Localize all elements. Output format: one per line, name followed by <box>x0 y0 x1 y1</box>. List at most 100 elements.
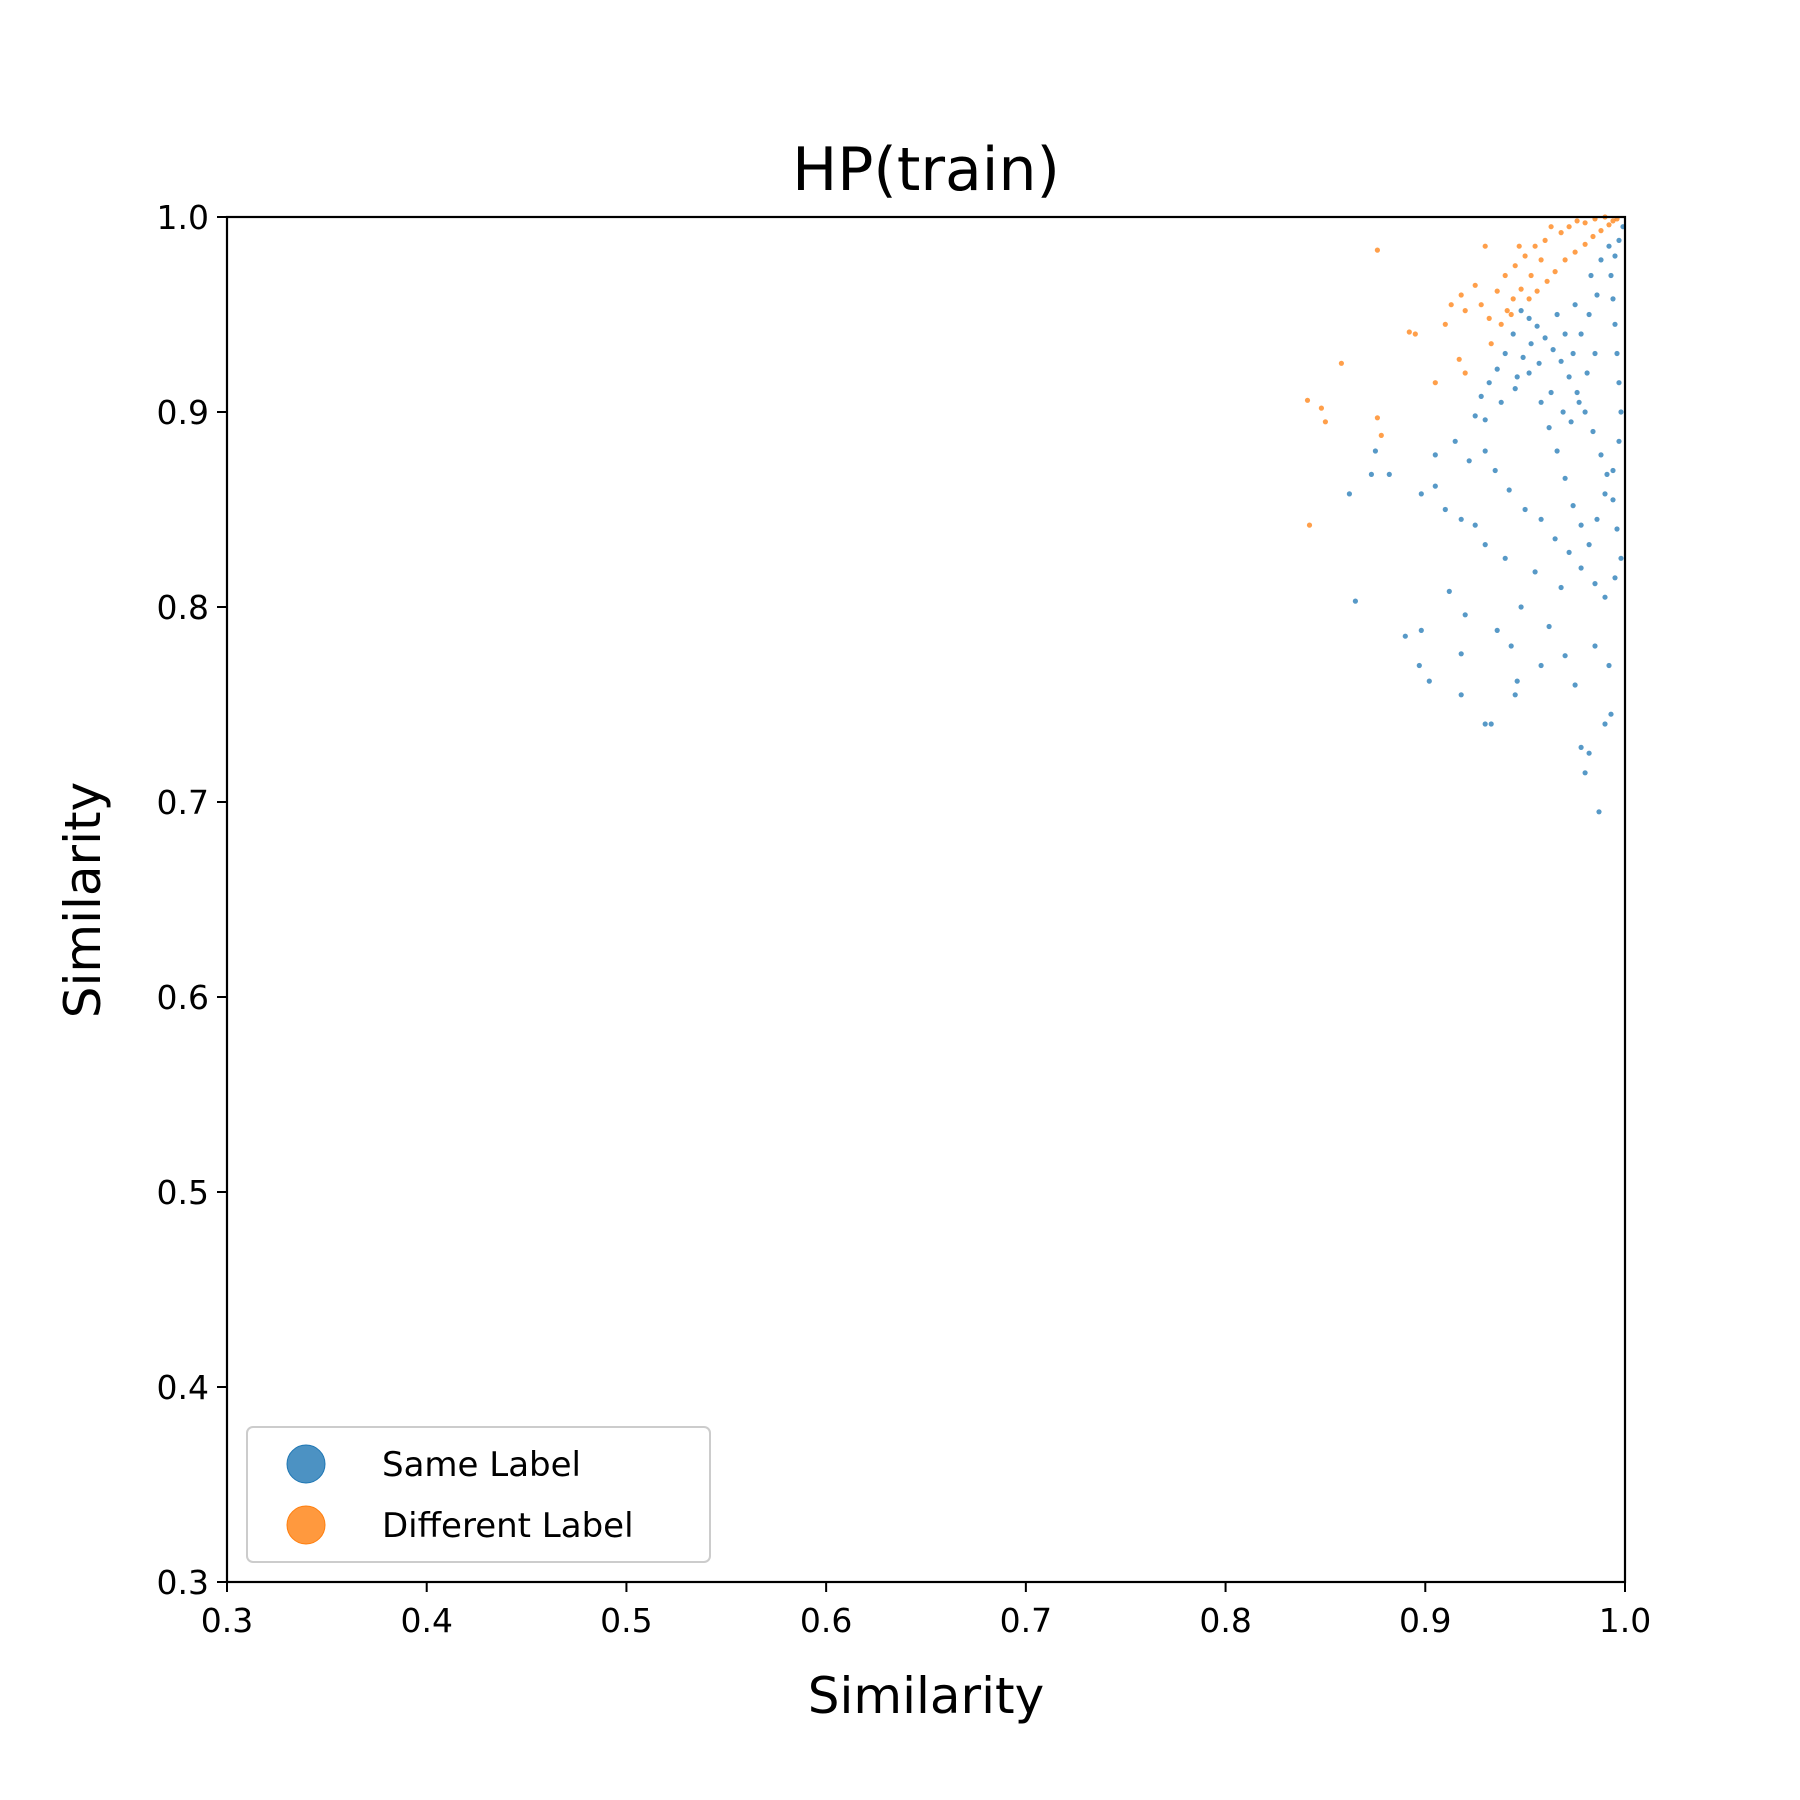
same-label-point-14 <box>1418 627 1424 634</box>
same-label-point-75 <box>1472 413 1478 419</box>
x-tick-label-6: 0.9 <box>1399 1601 1451 1640</box>
same-label-point-19 <box>1494 627 1500 634</box>
y-tick-label-1: 0.4 <box>157 1368 209 1407</box>
different-label-point-52 <box>1534 288 1540 294</box>
same-label-point-70 <box>1510 331 1516 337</box>
plot-frame <box>225 215 1627 1584</box>
different-label-point-51 <box>1508 311 1514 318</box>
same-label-point-26 <box>1592 643 1598 649</box>
same-label-point-33 <box>1458 516 1464 522</box>
same-label-point-28 <box>1558 584 1564 591</box>
same-label-point-96 <box>1608 272 1614 279</box>
same-label-point-1 <box>1582 770 1588 776</box>
x-tick-label-1: 0.4 <box>400 1601 452 1640</box>
different-label-point-54 <box>1526 296 1532 302</box>
different-label-point-43 <box>1562 257 1568 263</box>
same-label-point-42 <box>1452 438 1458 444</box>
points-layer <box>1304 214 1626 815</box>
same-label-point-23 <box>1546 623 1552 630</box>
same-label-point-88 <box>1602 491 1608 497</box>
same-label-point-95 <box>1610 296 1616 302</box>
y-axis-label: Similarity <box>54 782 112 1018</box>
different-label-point-10 <box>1442 321 1448 327</box>
different-label-point-41 <box>1610 218 1616 224</box>
same-label-point-45 <box>1492 467 1498 474</box>
same-label-point-67 <box>1534 323 1540 329</box>
same-label-point-3 <box>1578 744 1584 751</box>
same-label-point-98 <box>1616 237 1622 243</box>
same-label-point-27 <box>1606 662 1612 669</box>
same-label-point-73 <box>1486 380 1492 386</box>
same-label-point-15 <box>1352 598 1358 604</box>
same-label-point-34 <box>1442 506 1448 513</box>
same-label-point-92 <box>1616 380 1622 386</box>
different-label-point-1 <box>1304 397 1311 403</box>
different-label-point-3 <box>1322 419 1328 425</box>
same-label-point-110 <box>1592 350 1598 357</box>
same-label-point-56 <box>1614 526 1620 532</box>
same-label-point-101 <box>1586 311 1592 318</box>
different-label-point-30 <box>1488 341 1494 347</box>
different-label-point-33 <box>1456 356 1462 362</box>
different-label-point-19 <box>1512 263 1518 269</box>
same-label-point-104 <box>1562 331 1568 337</box>
same-label-point-5 <box>1608 711 1614 717</box>
same-label-point-93 <box>1614 350 1620 357</box>
different-label-point-12 <box>1458 292 1464 298</box>
same-label-point-58 <box>1604 471 1610 477</box>
different-label-point-32 <box>1432 380 1438 386</box>
same-label-point-37 <box>1386 471 1392 477</box>
same-label-point-71 <box>1502 350 1508 357</box>
same-label-point-103 <box>1570 350 1576 357</box>
different-label-point-11 <box>1448 302 1454 308</box>
same-label-point-39 <box>1346 491 1352 497</box>
same-label-point-29 <box>1532 569 1538 575</box>
y-tick-label-6: 0.9 <box>157 393 209 432</box>
same-label-point-89 <box>1610 467 1616 474</box>
legend-marker-same-label <box>286 1444 326 1484</box>
x-tick-label-2: 0.5 <box>600 1601 652 1640</box>
x-tick-label-4: 0.7 <box>1000 1601 1052 1640</box>
same-label-point-11 <box>1426 678 1432 684</box>
same-label-point-119 <box>1514 374 1520 380</box>
same-label-point-49 <box>1552 536 1558 542</box>
same-label-point-109 <box>1606 243 1612 249</box>
different-label-point-44 <box>1572 249 1578 255</box>
same-label-point-9 <box>1514 678 1520 684</box>
same-label-point-78 <box>1512 386 1518 392</box>
same-label-point-87 <box>1594 516 1600 522</box>
x-tick-label-5: 0.8 <box>1199 1601 1251 1640</box>
same-label-point-108 <box>1598 257 1604 263</box>
same-label-point-69 <box>1518 308 1524 314</box>
same-label-point-48 <box>1538 516 1544 522</box>
same-label-point-54 <box>1612 575 1618 581</box>
y-axis-ticks: 0.3 0.4 0.5 0.6 0.7 0.8 0.9 1.0 <box>157 198 227 1602</box>
different-label-point-14 <box>1472 282 1478 288</box>
x-tick-label-7: 1.0 <box>1599 1601 1651 1640</box>
same-label-point-57 <box>1610 497 1616 503</box>
same-label-point-44 <box>1482 448 1488 454</box>
same-label-point-77 <box>1498 399 1504 405</box>
different-label-point-16 <box>1486 315 1492 321</box>
same-label-point-90 <box>1616 438 1622 444</box>
same-label-point-62 <box>1574 389 1580 396</box>
same-label-point-76 <box>1482 417 1488 423</box>
same-label-point-16 <box>1446 588 1452 595</box>
same-label-point-84 <box>1570 503 1576 509</box>
x-tick-label-0: 0.3 <box>201 1601 253 1640</box>
same-label-point-115 <box>1548 389 1554 396</box>
same-label-point-80 <box>1538 399 1544 405</box>
same-label-point-2 <box>1586 750 1592 756</box>
same-label-point-94 <box>1612 321 1618 327</box>
different-label-point-4 <box>1338 360 1344 366</box>
y-tick-label-5: 0.8 <box>157 588 209 627</box>
same-label-point-86 <box>1586 542 1592 548</box>
same-label-point-8 <box>1512 692 1518 698</box>
y-tick-label-2: 0.5 <box>157 1173 209 1212</box>
different-label-point-5 <box>1374 247 1380 253</box>
same-label-point-12 <box>1416 662 1422 669</box>
same-label-point-6 <box>1488 721 1494 727</box>
same-label-point-50 <box>1566 549 1572 556</box>
same-label-point-82 <box>1554 448 1560 454</box>
same-label-point-60 <box>1590 428 1596 435</box>
